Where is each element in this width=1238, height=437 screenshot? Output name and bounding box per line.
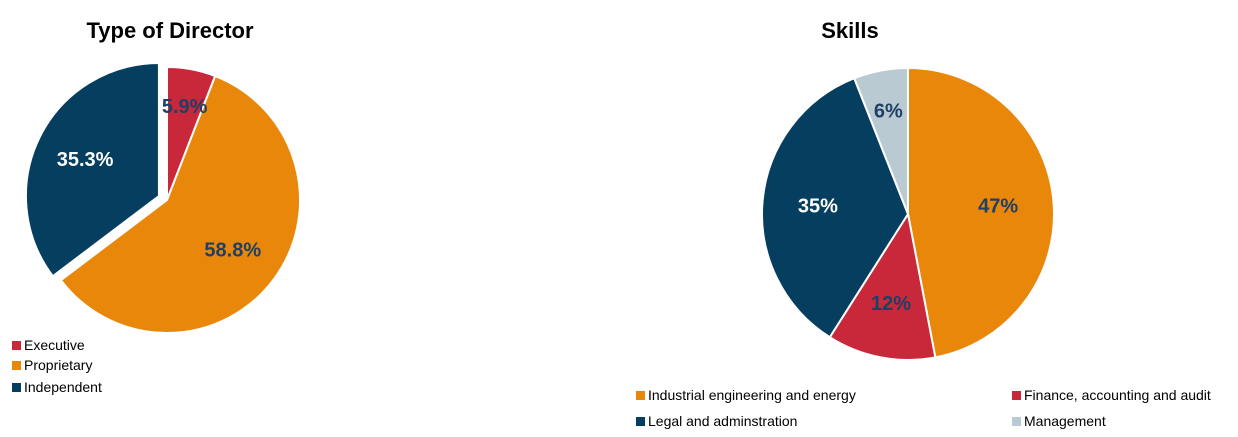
legend-swatch (636, 416, 645, 426)
legend-swatch (12, 360, 21, 370)
chart-title-skills: Skills (821, 18, 879, 43)
legend-item-management: Management (1012, 413, 1106, 429)
data-label-legal-and-adminstration: 35% (798, 195, 838, 217)
legend-swatch (12, 340, 21, 350)
legend-item-executive: Executive (12, 337, 85, 353)
legend-label: Finance, accounting and audit (1024, 387, 1211, 403)
data-label-proprietary: 58.8% (204, 240, 261, 262)
data-label-independent: 35.3% (57, 149, 114, 171)
data-label-management: 6% (874, 101, 903, 123)
legend-label: Executive (24, 337, 85, 353)
legend-item-finance-accounting-and-audit: Finance, accounting and audit (1012, 387, 1211, 403)
legend-swatch (1012, 390, 1021, 400)
data-label-executive: 5.9% (162, 96, 208, 118)
legend-swatch (1012, 416, 1021, 426)
pie-slice-finance-accounting-and-audit (828, 211, 937, 361)
legend-label: Management (1024, 413, 1106, 429)
legend-swatch (12, 382, 21, 392)
pie-slice-legal-and-adminstration (761, 76, 910, 339)
chart-title-type-of-director: Type of Director (86, 18, 254, 43)
pie-slice-management (852, 66, 909, 215)
pie-slice-proprietary (59, 74, 301, 334)
data-label-finance-accounting-and-audit: 12% (871, 293, 911, 315)
pie-slice-industrial-engineering-and-energy (907, 66, 1055, 359)
legend-item-industrial-engineering-and-energy: Industrial engineering and energy (636, 387, 856, 403)
legend-label: Legal and adminstration (648, 413, 798, 429)
legend-item-proprietary: Proprietary (12, 357, 92, 373)
pie-slice-independent (24, 61, 160, 278)
legend-item-legal-and-adminstration: Legal and adminstration (636, 413, 797, 429)
legend-swatch (636, 390, 645, 400)
legend-item-independent: Independent (12, 379, 102, 395)
legend-label: Industrial engineering and energy (648, 387, 856, 403)
legend-label: Independent (24, 379, 102, 395)
legend-label: Proprietary (24, 357, 93, 373)
data-label-industrial-engineering-and-energy: 47% (978, 195, 1018, 217)
